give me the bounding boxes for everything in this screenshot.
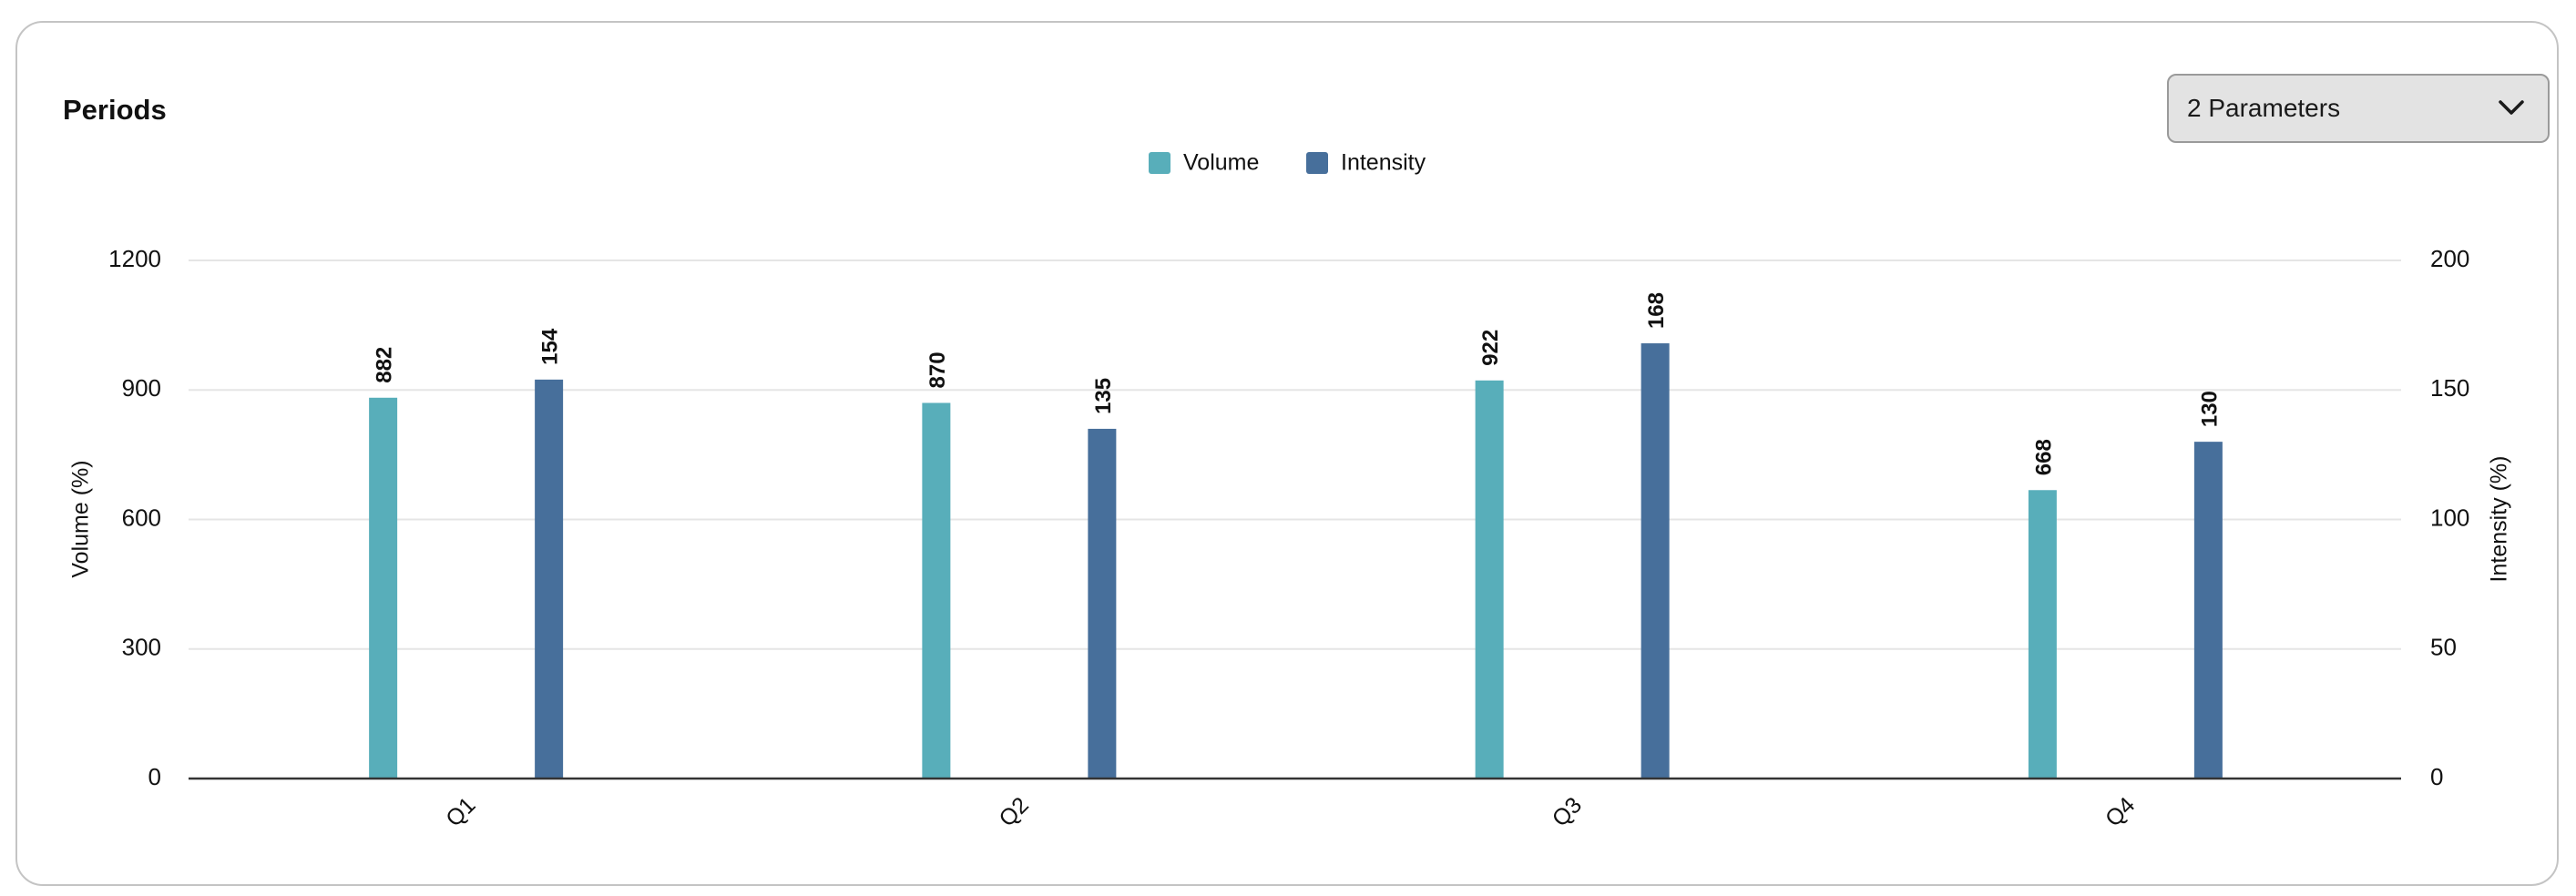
y-right-tick-label: 100 [2430, 504, 2469, 531]
bar-volume [369, 397, 398, 779]
y-right-axis-title: Intensity (%) [2487, 456, 2512, 583]
data-label: 130 [2197, 391, 2222, 427]
data-label: 882 [373, 347, 397, 383]
chart-card: Periods 2 Parameters [15, 21, 2559, 886]
y-left-tick-label: 1200 [108, 245, 161, 272]
bar-volume [1475, 380, 1504, 779]
data-label: 870 [925, 351, 950, 388]
data-label: 154 [538, 328, 563, 365]
legend-label-intensity: Intensity [1341, 150, 1426, 176]
parameters-dropdown-value: 2 Parameters [2187, 94, 2341, 122]
data-label: 668 [2031, 439, 2056, 475]
y-right-tick-label: 200 [2430, 245, 2469, 272]
y-right-tick-label: 50 [2430, 634, 2457, 661]
legend-swatch-volume [1149, 152, 1170, 174]
bar-intensity [1641, 343, 1670, 779]
data-label: 922 [1478, 330, 1503, 366]
bar-intensity [2193, 442, 2223, 779]
y-left-tick-label: 900 [122, 374, 161, 402]
x-category-label: Q1 [441, 792, 480, 831]
x-category-label: Q2 [994, 792, 1033, 831]
bar-intensity [535, 379, 564, 779]
bar-volume [922, 402, 951, 779]
chevron-down-icon [2499, 100, 2524, 115]
data-label: 168 [1644, 292, 1669, 329]
bar-intensity [1088, 428, 1117, 779]
y-left-tick-label: 300 [122, 634, 161, 661]
data-label: 135 [1091, 378, 1116, 414]
card-title: Periods [63, 94, 167, 126]
y-left-tick-label: 600 [122, 504, 161, 531]
y-right-tick-label: 150 [2430, 374, 2469, 402]
y-right-tick-label: 0 [2430, 763, 2443, 790]
x-category-label: Q4 [2101, 792, 2140, 831]
x-category-label: Q3 [1548, 792, 1587, 831]
parameters-dropdown[interactable]: 2 Parameters [2167, 74, 2550, 143]
legend-label-volume: Volume [1183, 150, 1259, 176]
y-left-tick-label: 0 [148, 763, 161, 790]
legend-swatch-intensity [1306, 152, 1328, 174]
bar-volume [2028, 490, 2057, 779]
y-left-axis-title: Volume (%) [68, 460, 94, 577]
